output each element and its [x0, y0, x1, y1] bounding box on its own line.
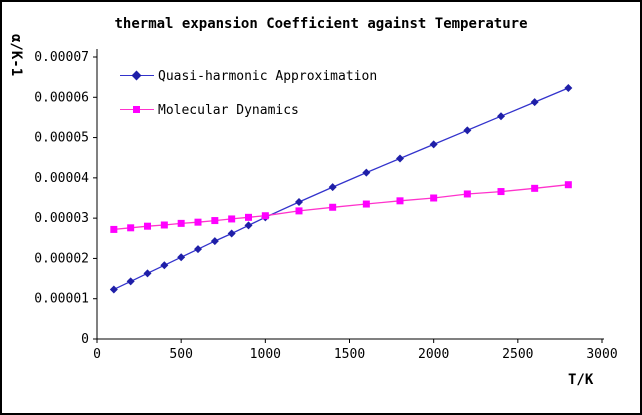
legend-label-qha: Quasi-harmonic Approximation: [158, 68, 378, 84]
svg-text:0.00006: 0.00006: [34, 90, 89, 105]
svg-text:0.00005: 0.00005: [34, 131, 89, 146]
svg-text:0.00007: 0.00007: [34, 50, 89, 65]
legend-label-md: Molecular Dynamics: [158, 102, 299, 118]
svg-text:3000: 3000: [586, 347, 617, 362]
y-axis-title: α/K-1: [8, 34, 24, 77]
legend: Quasi-harmonic Approximation Molecular D…: [120, 68, 377, 136]
svg-text:2000: 2000: [418, 347, 449, 362]
svg-text:0.00003: 0.00003: [34, 211, 89, 226]
svg-text:500: 500: [169, 347, 192, 362]
x-axis-title: T/K: [568, 372, 594, 388]
diamond-marker-icon: [131, 70, 142, 81]
square-marker-icon: [133, 106, 140, 113]
legend-entry-qha: Quasi-harmonic Approximation: [120, 68, 377, 84]
svg-text:1000: 1000: [250, 347, 281, 362]
svg-text:2500: 2500: [502, 347, 533, 362]
svg-text:1500: 1500: [334, 347, 365, 362]
svg-text:0: 0: [93, 347, 101, 362]
svg-text:0.00002: 0.00002: [34, 251, 89, 266]
chart-title: thermal expansion Coefficient against Te…: [114, 16, 528, 32]
legend-swatch-qha: [120, 70, 154, 82]
svg-text:0.00004: 0.00004: [34, 171, 89, 186]
svg-text:0.00001: 0.00001: [34, 292, 89, 307]
legend-swatch-md: [120, 104, 154, 116]
legend-entry-md: Molecular Dynamics: [120, 102, 377, 118]
svg-text:0: 0: [81, 332, 89, 347]
